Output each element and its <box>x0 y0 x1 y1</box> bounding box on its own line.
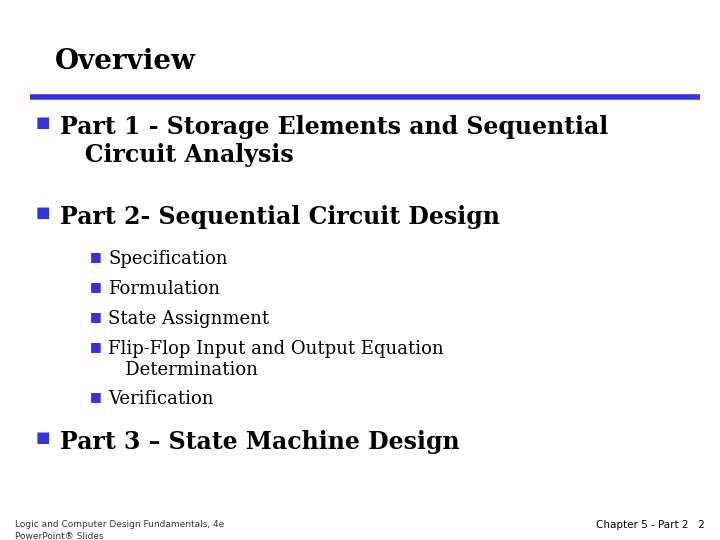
Text: Flip-Flop Input and Output Equation
   Determination: Flip-Flop Input and Output Equation Dete… <box>108 340 444 379</box>
Text: ■: ■ <box>36 205 50 220</box>
Text: Formulation: Formulation <box>108 280 220 298</box>
Text: Part 3 – State Machine Design: Part 3 – State Machine Design <box>60 430 459 454</box>
Text: ■: ■ <box>90 280 102 293</box>
Text: ■: ■ <box>90 250 102 263</box>
Text: State Assignment: State Assignment <box>108 310 269 328</box>
Text: Overview: Overview <box>55 48 196 75</box>
Text: Specification: Specification <box>108 250 228 268</box>
Text: ■: ■ <box>90 390 102 403</box>
Text: Part 1 - Storage Elements and Sequential
   Circuit Analysis: Part 1 - Storage Elements and Sequential… <box>60 115 608 167</box>
Text: Chapter 5 - Part 2   2: Chapter 5 - Part 2 2 <box>596 520 705 530</box>
Text: Logic and Computer Design Fundamentals, 4e
PowerPoint® Slides
© 2008 Pearson Edu: Logic and Computer Design Fundamentals, … <box>15 520 224 540</box>
Text: ■: ■ <box>36 430 50 445</box>
Text: ■: ■ <box>90 340 102 353</box>
Text: ■: ■ <box>36 115 50 130</box>
Text: Verification: Verification <box>108 390 214 408</box>
Text: Part 2- Sequential Circuit Design: Part 2- Sequential Circuit Design <box>60 205 500 229</box>
Text: ■: ■ <box>90 310 102 323</box>
